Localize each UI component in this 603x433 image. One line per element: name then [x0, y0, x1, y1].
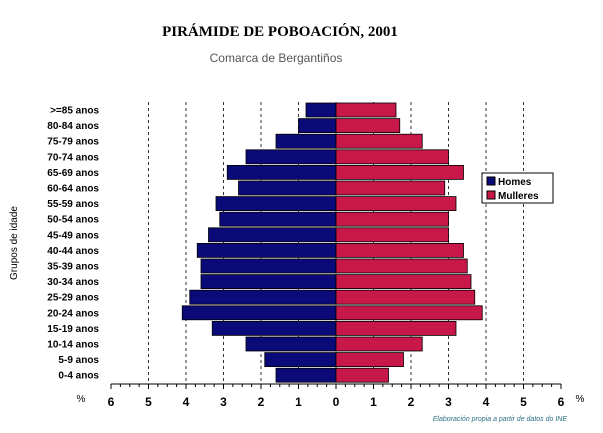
- bar-mulleres: [335, 196, 457, 212]
- bar-homes: [200, 274, 337, 290]
- bars: [181, 102, 483, 383]
- bar-homes: [215, 196, 337, 212]
- bar-mulleres: [335, 227, 449, 243]
- x-tick-label: 1: [295, 395, 302, 409]
- category-label: 50-54 anos: [47, 215, 99, 226]
- legend-label-homes: Homes: [498, 177, 532, 188]
- bar-homes: [275, 133, 337, 149]
- bar-homes: [245, 336, 337, 352]
- bar-mulleres: [335, 352, 404, 368]
- bar-homes: [196, 242, 337, 258]
- bar-mulleres: [335, 258, 468, 274]
- category-label: 20-24 anos: [47, 308, 99, 319]
- legend-swatch-homes: [486, 176, 496, 186]
- chart-subtitle: Comarca de Bergantiños: [210, 51, 343, 65]
- legend-swatch-mulleres: [486, 190, 496, 200]
- unit-label-right: %: [576, 394, 585, 405]
- bar-homes: [189, 289, 337, 305]
- x-tick-label: 3: [220, 395, 227, 409]
- category-label: 55-59 anos: [47, 199, 99, 210]
- bar-homes: [200, 258, 337, 274]
- category-label: 80-84 anos: [47, 121, 99, 132]
- bar-mulleres: [335, 274, 472, 290]
- bar-mulleres: [335, 180, 446, 196]
- bar-mulleres: [335, 305, 483, 321]
- bar-homes: [305, 102, 337, 118]
- x-tick-label: 5: [145, 395, 152, 409]
- bar-homes: [245, 149, 337, 165]
- category-label: 40-44 anos: [47, 246, 99, 257]
- bar-homes: [298, 118, 337, 133]
- category-label: 65-69 anos: [47, 168, 99, 179]
- x-tick-label: 4: [483, 395, 490, 409]
- bar-homes: [275, 367, 337, 383]
- x-axis-ticks: 6 5 4 3 2 1 0 1 2 3 4 5 6: [108, 384, 565, 409]
- category-label: 30-34 anos: [47, 277, 99, 288]
- category-label: 15-19 anos: [47, 324, 99, 335]
- category-label: 70-74 anos: [47, 152, 99, 163]
- bar-mulleres: [335, 242, 464, 258]
- y-axis-label: Grupos de idade: [9, 206, 20, 280]
- bar-mulleres: [335, 320, 457, 336]
- unit-label-left: %: [77, 394, 86, 405]
- x-tick-label: 3: [445, 395, 452, 409]
- category-labels: >=85 anos 80-84 anos 75-79 anos 70-74 anos 6…: [47, 106, 99, 382]
- x-tick-label: 1: [370, 395, 377, 409]
- bar-mulleres: [335, 336, 423, 352]
- category-label: 5-9 anos: [58, 355, 99, 366]
- bar-homes: [264, 352, 337, 368]
- bar-mulleres: [335, 211, 449, 227]
- bar-homes: [211, 320, 337, 336]
- legend-label-mulleres: Mulleres: [498, 191, 539, 202]
- bar-mulleres: [335, 289, 476, 305]
- x-tick-label: 6: [558, 395, 565, 409]
- x-tick-label: 5: [520, 395, 527, 409]
- bar-homes: [219, 211, 337, 227]
- bar-homes: [238, 180, 337, 196]
- bar-homes: [226, 164, 337, 180]
- source-note: Elaboración propia a partir de datos do …: [433, 416, 568, 423]
- category-label: >=85 anos: [50, 106, 99, 117]
- category-label: 75-79 anos: [47, 137, 99, 148]
- x-tick-label: 2: [258, 395, 265, 409]
- bar-mulleres: [335, 164, 464, 180]
- x-tick-label: 4: [183, 395, 190, 409]
- category-label: 35-39 anos: [47, 262, 99, 273]
- chart-title: PIRÁMIDE DE POBOACIÓN, 2001: [162, 23, 398, 40]
- x-tick-label: 2: [408, 395, 415, 409]
- x-tick-label: 0: [333, 395, 340, 409]
- bar-homes: [208, 227, 337, 243]
- category-label: 0-4 anos: [58, 371, 99, 382]
- x-tick-label: 6: [108, 395, 115, 409]
- bar-mulleres: [335, 149, 449, 165]
- bar-mulleres: [335, 118, 401, 133]
- category-label: 10-14 anos: [47, 340, 99, 351]
- bar-mulleres: [335, 367, 389, 383]
- category-label: 60-64 anos: [47, 184, 99, 195]
- legend: Homes Mulleres: [481, 172, 554, 204]
- category-label: 45-49 anos: [47, 230, 99, 241]
- bar-homes: [181, 305, 337, 321]
- bar-mulleres: [335, 102, 397, 118]
- bar-mulleres: [335, 133, 423, 149]
- category-label: 25-29 anos: [47, 293, 99, 304]
